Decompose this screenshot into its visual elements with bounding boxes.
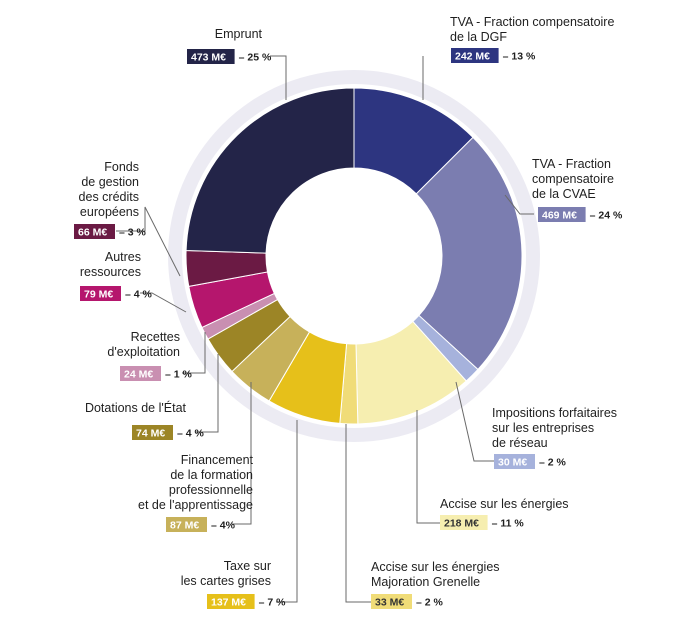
slice-label-10-line-1: Autres [105,250,141,264]
leader-line-12 [270,55,287,100]
slice-label-3-line-3: de réseau [492,436,548,450]
value-amount-7: 87 M€ [170,520,199,532]
value-amount-1: 242 M€ [455,51,490,63]
value-amount-12: 473 M€ [191,52,226,64]
value-tag-8 [132,425,173,440]
value-tag-12 [187,49,235,64]
slice-label-4-line-1: Accise sur les énergies [440,497,569,511]
value-percent-1: – 13 % [503,51,536,63]
slice-label-7-line-4: et de l'apprentissage [138,498,253,512]
value-amount-10: 79 M€ [84,289,113,301]
value-tag-9 [120,366,161,381]
slice-label-3-line-1: Impositions forfaitaires [492,406,617,420]
slice-label-7-line-2: de la formation [170,468,253,482]
slice-label-11-line-4: européens [80,205,139,219]
slice-label-6-line-2: les cartes grises [181,574,271,588]
slice-label-2-line-3: de la CVAE [532,187,596,201]
value-amount-11: 66 M€ [78,227,107,239]
slice-label-10-line-2: ressources [80,265,141,279]
value-percent-10: – 4 % [125,289,153,301]
value-amount-5: 33 M€ [375,597,404,609]
value-amount-9: 24 M€ [124,369,153,381]
donut-slice-12 [185,87,355,254]
slice-label-11-line-1: Fonds [104,160,139,174]
leader-line-11 [116,206,181,277]
slice-label-6-line-1: Taxe sur [224,559,271,573]
slice-label-5-line-2: Majoration Grenelle [371,575,480,589]
value-amount-3: 30 M€ [498,457,527,469]
slice-label-11-line-2: de gestion [81,175,139,189]
slice-label-2-line-1: TVA - Fraction [532,157,611,171]
value-percent-12: – 25 % [239,52,272,64]
slice-label-9-line-1: Recettes [131,330,180,344]
leader-line-4 [416,410,440,524]
value-percent-9: – 1 % [165,369,193,381]
value-tag-5 [371,594,412,609]
leader-line-10 [140,292,187,313]
slice-label-7-line-1: Financement [181,453,254,467]
value-amount-2: 469 M€ [542,210,577,222]
leader-line-8 [196,354,219,433]
slice-label-11-line-3: des crédits [79,190,139,204]
value-tag-2 [538,207,586,222]
value-tag-3 [494,454,535,469]
value-percent-3: – 2 % [539,457,567,469]
value-percent-4: – 11 % [492,518,525,530]
leader-line-6 [276,420,298,603]
value-percent-11: – 3 % [119,227,147,239]
value-percent-8: – 4 % [177,428,205,440]
value-amount-8: 74 M€ [136,428,165,440]
leader-line-7 [232,382,252,525]
value-percent-2: – 24 % [590,210,623,222]
value-percent-5: – 2 % [416,597,444,609]
slice-label-5-line-1: Accise sur les énergies [371,560,500,574]
leader-line-5 [345,424,371,603]
slice-label-9-line-2: d'exploitation [107,345,180,359]
donut-slice-2 [415,136,523,371]
value-tag-11 [74,224,115,239]
value-percent-6: – 7 % [259,597,287,609]
slice-label-2-line-2: compensatoire [532,172,614,186]
slice-label-12-line-1: Emprunt [215,27,263,41]
slice-label-1-line-2: de la DGF [450,30,507,44]
value-tag-10 [80,286,121,301]
leader-line-2 [504,194,534,215]
leader-line-3 [455,381,494,462]
slice-label-7-line-3: professionnelle [169,483,253,497]
value-amount-6: 137 M€ [211,597,246,609]
value-tag-1 [451,48,499,63]
slice-label-3-line-2: sur les entreprises [492,421,594,435]
value-tag-6 [207,594,255,609]
value-amount-4: 218 M€ [444,518,479,530]
value-tag-7 [166,517,207,532]
value-tag-4 [440,515,488,530]
value-percent-7: – 4% [211,520,236,532]
leader-line-9 [182,332,206,374]
slice-label-8-line-1: Dotations de l'État [85,400,187,415]
slice-label-1-line-1: TVA - Fraction compensatoire [450,15,614,29]
